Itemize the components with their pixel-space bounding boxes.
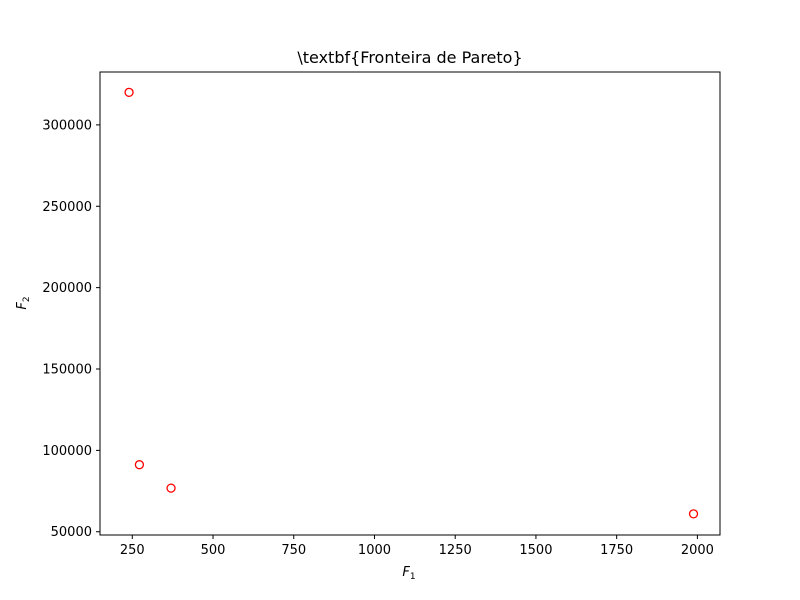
- scatter-point: [124, 87, 134, 97]
- x-axis-label: F1: [402, 565, 415, 582]
- y-tick-label: 100000: [42, 444, 92, 459]
- y-axis-label: F2: [15, 296, 32, 309]
- y-axis-label-sub: 2: [22, 296, 32, 302]
- x-axis-label-main: F: [402, 565, 410, 580]
- x-tick-label: 250: [120, 543, 145, 558]
- plot-layer: 250 500 750 1000 1250 1500 1750 2000 50000 100000…: [42, 87, 714, 558]
- x-tick-label: 500: [201, 543, 226, 558]
- x-tick-label: 1000: [358, 543, 391, 558]
- y-tick-label: 200000: [42, 281, 92, 296]
- x-tick-label: 1250: [439, 543, 472, 558]
- x-axis-label-sub: 1: [410, 572, 416, 582]
- y-axis-label-main: F: [15, 302, 30, 310]
- scatter-point: [166, 483, 176, 493]
- y-tick-label: 150000: [42, 363, 92, 378]
- x-tick-label: 1500: [519, 543, 552, 558]
- scatter-point: [688, 509, 699, 519]
- y-tick-label: 250000: [42, 200, 92, 215]
- x-tick-label: 750: [281, 543, 306, 558]
- axes-frame: [99, 71, 721, 536]
- chart-title: \textbf{Fronteira de Pareto}: [297, 48, 522, 67]
- y-tick-label: 300000: [42, 118, 92, 133]
- x-tick-label: 1750: [600, 543, 633, 558]
- x-tick-label: 2000: [681, 543, 714, 558]
- scatter-point: [134, 460, 145, 470]
- y-tick-label: 50000: [51, 525, 92, 540]
